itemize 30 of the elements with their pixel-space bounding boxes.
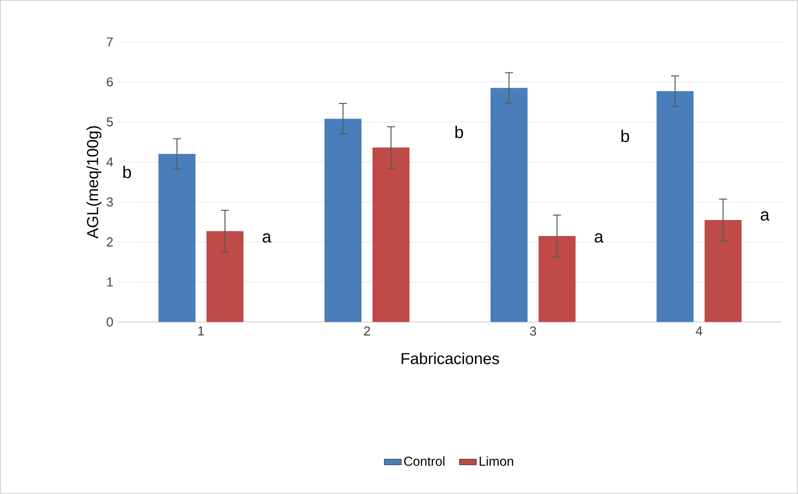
y-axis-title: AGL(meq/100g) xyxy=(86,126,102,239)
annotation: a xyxy=(262,233,272,243)
y-tick-label: 6 xyxy=(106,77,113,87)
legend-label: Control xyxy=(404,456,444,466)
y-tick-label: 7 xyxy=(106,38,113,46)
annotation: b xyxy=(621,130,630,142)
x-tick-label: 4 xyxy=(696,326,702,336)
bar xyxy=(656,91,694,322)
bar xyxy=(372,148,410,322)
x-tick-label: 1 xyxy=(198,326,204,336)
bar xyxy=(538,236,576,322)
bar xyxy=(158,154,196,322)
annotation: b xyxy=(123,166,131,178)
y-tick-label: 2 xyxy=(106,237,113,247)
y-tick-label: 1 xyxy=(107,278,113,286)
y-tick-label: 0 xyxy=(106,317,113,327)
bar xyxy=(704,220,742,322)
legend-label: Limon xyxy=(480,456,514,466)
x-tick-label: 3 xyxy=(530,326,536,336)
y-tick-label: 5 xyxy=(106,117,113,126)
x-tick-label: 2 xyxy=(364,326,370,336)
bar xyxy=(324,118,362,322)
annotation: a xyxy=(594,233,604,243)
y-tick-label: 4 xyxy=(106,158,114,166)
x-axis-title: Fabricaciones xyxy=(402,352,500,364)
bar xyxy=(206,231,244,322)
annotation: b xyxy=(455,126,464,138)
bar xyxy=(490,88,528,322)
y-tick-label: 3 xyxy=(106,197,113,207)
annotation: a xyxy=(760,211,770,221)
